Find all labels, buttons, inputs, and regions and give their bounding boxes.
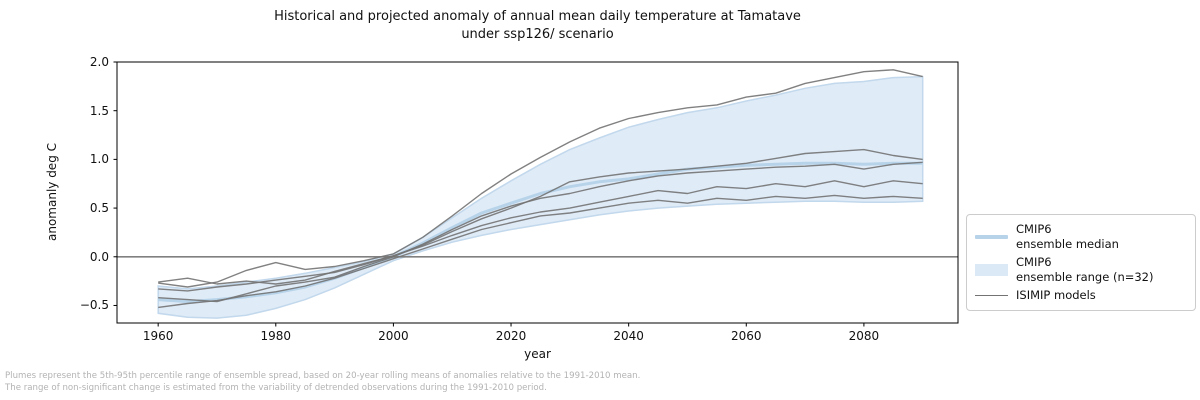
isimip-model-swatch-icon: [975, 294, 1008, 296]
footnote-line-2: The range of non-significant change is e…: [5, 382, 547, 393]
legend-entry-cmip6-median: CMIP6 ensemble median: [975, 222, 1186, 251]
x-tick-label: 2040: [613, 329, 644, 343]
y-tick-label: 1.0: [89, 152, 109, 167]
legend-label-isimip: ISIMIP models: [1016, 288, 1096, 303]
cmip6-range-swatch-icon: [975, 263, 1008, 276]
footnotes: Plumes represent the 5th-95th percentile…: [5, 371, 640, 394]
y-tick-label: 0.0: [89, 249, 109, 264]
x-tick-label: 2000: [378, 329, 409, 343]
x-tick-label: 2060: [730, 329, 762, 343]
legend: CMIP6 ensemble median CMIP6 ensemble range…: [966, 214, 1196, 311]
x-tick-label: 1960: [142, 329, 174, 343]
legend-label-cmip6-range: CMIP6 ensemble range (n=32): [1016, 255, 1153, 284]
cmip6-median-line: [158, 161, 923, 304]
y-tick-label: 1.5: [89, 103, 109, 118]
cmip6-median-swatch-icon: [975, 234, 1008, 239]
legend-text: ensemble median: [1016, 236, 1119, 251]
isimip-model-line: [158, 180, 923, 285]
x-tick-label: 2020: [495, 329, 527, 343]
x-tick-label: 2080: [848, 329, 880, 343]
isimip-model-line: [158, 194, 923, 309]
y-tick-label: −0.5: [79, 298, 109, 313]
axes-spines: [116, 61, 959, 324]
legend-entry-cmip6-range: CMIP6 ensemble range (n=32): [975, 255, 1186, 284]
legend-text: CMIP6: [1016, 255, 1052, 269]
chart-title: Historical and projected anomaly of annu…: [274, 9, 801, 42]
legend-text: CMIP6: [1016, 222, 1052, 236]
legend-entry-isimip: ISIMIP models: [975, 288, 1186, 303]
y-axis-label: anomanly deg C: [45, 142, 59, 242]
legend-text: ISIMIP models: [1016, 288, 1096, 302]
y-tick-label: 2.0: [89, 55, 109, 69]
y-tick-label: 0.5: [89, 201, 109, 216]
isimip-model-line: [158, 148, 923, 292]
legend-label-cmip6-median: CMIP6 ensemble median: [1016, 222, 1119, 251]
isimip-model-line: [158, 69, 923, 288]
footnote-line-1: Plumes represent the 5th-95th percentile…: [5, 371, 641, 381]
x-tick-label: 1980: [260, 329, 292, 343]
x-axis-label: year: [524, 347, 551, 361]
isimip-model-line: [158, 161, 923, 303]
legend-text: ensemble range (n=32): [1016, 269, 1154, 284]
